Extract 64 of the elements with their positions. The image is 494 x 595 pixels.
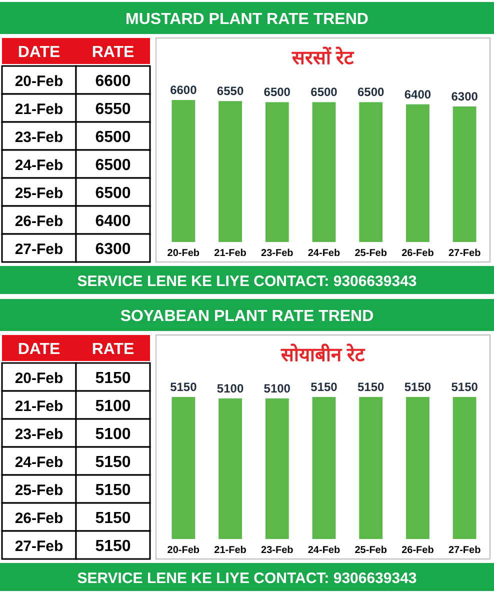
value: 5150 <box>95 482 131 499</box>
value: 6550 <box>95 101 131 118</box>
x-tick-label: 21-Feb <box>214 545 246 556</box>
text: MUSTARD PLANT RATE TREND <box>126 11 368 28</box>
x-tick-label: 27-Feb <box>448 545 481 556</box>
value: 5100 <box>95 426 131 443</box>
chart-title: सरसों रेट <box>290 46 356 69</box>
category-label: 23-Feb <box>14 129 64 146</box>
value: 5150 <box>95 370 131 387</box>
text: SOYABEAN PLANT RATE TREND <box>120 308 374 325</box>
text: RATE <box>92 44 135 61</box>
data-label: 5150 <box>404 380 432 394</box>
data-label: 6500 <box>264 85 291 100</box>
category-label: 26-Feb <box>14 510 64 527</box>
data-label: 6500 <box>358 85 385 100</box>
x-tick-label: 23-Feb <box>261 248 294 259</box>
chart-title: सोयाबीन रेट <box>280 343 366 366</box>
x-tick-label: 24-Feb <box>308 545 340 556</box>
x-tick-label: 20-Feb <box>167 248 200 259</box>
category-label: 25-Feb <box>14 185 64 202</box>
value: 6500 <box>95 129 131 146</box>
text: RATE <box>92 341 135 358</box>
x-tick-label: 25-Feb <box>354 248 387 259</box>
category-label: 20-Feb <box>14 73 64 90</box>
category-label: 26-Feb <box>14 213 64 230</box>
value: 6600 <box>95 73 131 90</box>
data-label: 6600 <box>170 83 198 97</box>
data-label: 5100 <box>264 381 291 396</box>
category-label: 20-Feb <box>14 370 64 387</box>
x-tick-label: 25-Feb <box>354 545 387 556</box>
category-label: 23-Feb <box>14 426 64 443</box>
x-tick-label: 27-Feb <box>448 248 481 259</box>
category-label: 24-Feb <box>14 454 64 471</box>
value: 5150 <box>95 510 131 527</box>
data-label: 6300 <box>451 89 478 104</box>
data-label: 5150 <box>310 380 338 394</box>
category-label: 25-Feb <box>14 482 64 499</box>
value: 5100 <box>95 398 131 415</box>
data-label: 5150 <box>170 380 198 394</box>
text: SERVICE LENE KE LIYE CONTACT: 9306639343 <box>77 570 417 587</box>
value: 5150 <box>95 454 131 471</box>
x-tick-label: 26-Feb <box>402 545 434 556</box>
value: 6500 <box>95 185 131 202</box>
category-label: 24-Feb <box>14 157 64 174</box>
x-tick-label: 23-Feb <box>261 545 294 556</box>
data-label: 6400 <box>404 87 432 102</box>
value: 5150 <box>95 538 131 555</box>
data-label: 6500 <box>310 85 338 100</box>
value: 6500 <box>95 157 131 174</box>
x-tick-label: 26-Feb <box>402 248 434 259</box>
x-tick-label: 20-Feb <box>167 545 200 556</box>
data-label: 5100 <box>216 381 244 396</box>
data-label: 6550 <box>216 84 244 98</box>
text: DATE <box>18 341 61 358</box>
category-label: 21-Feb <box>14 101 64 118</box>
x-tick-label: 21-Feb <box>214 248 246 259</box>
text: DATE <box>18 44 61 61</box>
value: 6300 <box>95 241 131 258</box>
category-label: 21-Feb <box>14 398 64 415</box>
x-tick-label: 24-Feb <box>308 248 340 259</box>
data-label: 5150 <box>358 380 385 394</box>
text: SERVICE LENE KE LIYE CONTACT: 9306639343 <box>77 273 417 290</box>
value: 6400 <box>95 213 131 230</box>
data-label: 5150 <box>451 380 478 394</box>
